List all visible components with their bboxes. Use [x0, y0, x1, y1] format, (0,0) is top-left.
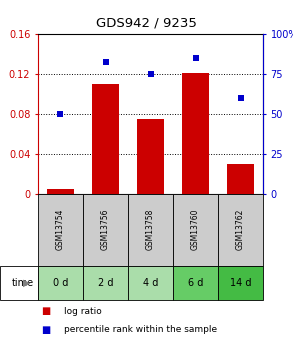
Text: GSM13758: GSM13758 [146, 209, 155, 250]
Text: GSM13754: GSM13754 [56, 209, 65, 250]
Bar [227, 164, 254, 194]
Text: GDS942 / 9235: GDS942 / 9235 [96, 16, 197, 29]
Bar [182, 72, 209, 194]
Text: ▶: ▶ [23, 277, 30, 287]
Text: GSM13760: GSM13760 [191, 209, 200, 250]
Text: ■: ■ [41, 325, 50, 335]
Text: 14 d: 14 d [230, 277, 251, 287]
Text: 4 d: 4 d [143, 277, 158, 287]
Bar [47, 189, 74, 194]
Text: 0 d: 0 d [53, 277, 68, 287]
Text: 6 d: 6 d [188, 277, 203, 287]
Text: 2 d: 2 d [98, 277, 113, 287]
Text: ■: ■ [41, 306, 50, 316]
Text: GSM13756: GSM13756 [101, 209, 110, 250]
Text: GSM13762: GSM13762 [236, 209, 245, 250]
Text: time: time [12, 277, 34, 287]
Bar [137, 119, 164, 194]
Text: percentile rank within the sample: percentile rank within the sample [64, 325, 217, 334]
Bar [92, 83, 119, 194]
Text: log ratio: log ratio [64, 307, 102, 316]
